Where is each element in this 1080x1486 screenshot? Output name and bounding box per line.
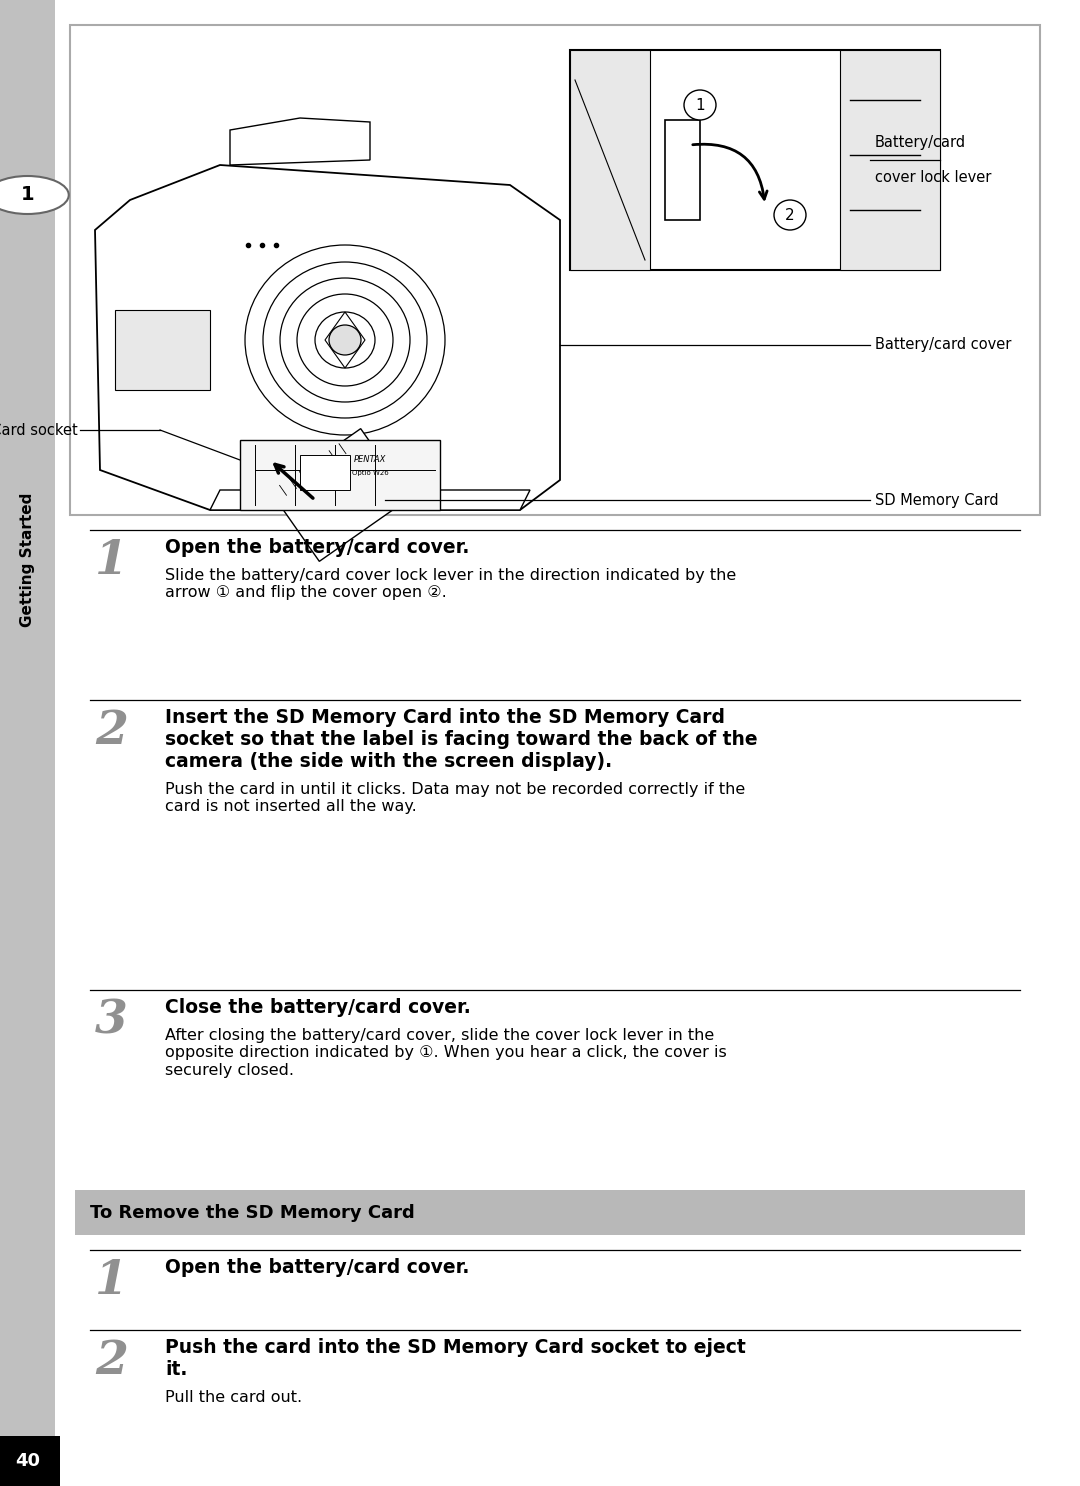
Text: Push the card in until it clicks. Data may not be recorded correctly if the
card: Push the card in until it clicks. Data m… <box>165 782 745 814</box>
Text: Open the battery/card cover.: Open the battery/card cover. <box>165 538 470 557</box>
Ellipse shape <box>264 262 427 418</box>
Polygon shape <box>95 165 561 510</box>
Text: 1: 1 <box>95 1259 127 1305</box>
Text: 2: 2 <box>785 208 795 223</box>
Bar <box>114 311 210 389</box>
Text: 3: 3 <box>95 999 127 1045</box>
Text: SD Memory Card socket: SD Memory Card socket <box>0 422 78 437</box>
Text: 1: 1 <box>696 98 705 113</box>
Bar <box>570 51 940 270</box>
Ellipse shape <box>684 91 716 120</box>
Polygon shape <box>210 490 530 510</box>
Ellipse shape <box>329 325 361 355</box>
Text: To Remove the SD Memory Card: To Remove the SD Memory Card <box>90 1204 415 1221</box>
Text: 40: 40 <box>15 1452 40 1470</box>
Text: Battery/card: Battery/card <box>875 135 967 150</box>
Text: PENTAX: PENTAX <box>354 456 387 465</box>
Bar <box>0 0 55 1486</box>
Polygon shape <box>840 51 940 270</box>
Text: cover lock lever: cover lock lever <box>875 169 991 184</box>
Polygon shape <box>230 117 370 165</box>
Text: Push the card into the SD Memory Card socket to eject
it.: Push the card into the SD Memory Card so… <box>165 1337 746 1379</box>
Ellipse shape <box>315 312 375 369</box>
Text: 1: 1 <box>21 186 35 205</box>
Ellipse shape <box>0 175 69 214</box>
Text: Pull the card out.: Pull the card out. <box>165 1389 302 1404</box>
Text: 2: 2 <box>95 707 127 753</box>
Text: 2: 2 <box>95 1337 127 1383</box>
Text: Getting Started: Getting Started <box>21 493 35 627</box>
Text: SD Memory Card: SD Memory Card <box>875 492 999 508</box>
Text: Slide the battery/card cover lock lever in the direction indicated by the
arrow : Slide the battery/card cover lock lever … <box>165 568 737 600</box>
Bar <box>75 1190 1025 1235</box>
Text: Insert the SD Memory Card into the SD Memory Card
socket so that the label is fa: Insert the SD Memory Card into the SD Me… <box>165 707 758 771</box>
Bar <box>300 455 350 490</box>
Ellipse shape <box>280 278 410 403</box>
Text: 1: 1 <box>95 538 127 584</box>
Text: After closing the battery/card cover, slide the cover lock lever in the
opposite: After closing the battery/card cover, sl… <box>165 1028 727 1077</box>
Polygon shape <box>570 51 650 270</box>
Text: Battery/card cover: Battery/card cover <box>875 337 1011 352</box>
Text: Optio W26: Optio W26 <box>352 470 389 476</box>
Bar <box>665 120 700 220</box>
Ellipse shape <box>245 245 445 435</box>
Text: Close the battery/card cover.: Close the battery/card cover. <box>165 999 471 1016</box>
Bar <box>0 1435 60 1486</box>
Text: Open the battery/card cover.: Open the battery/card cover. <box>165 1259 470 1276</box>
Bar <box>240 440 440 510</box>
Bar <box>70 25 1040 516</box>
Ellipse shape <box>774 201 806 230</box>
Ellipse shape <box>297 294 393 386</box>
Polygon shape <box>271 428 409 562</box>
